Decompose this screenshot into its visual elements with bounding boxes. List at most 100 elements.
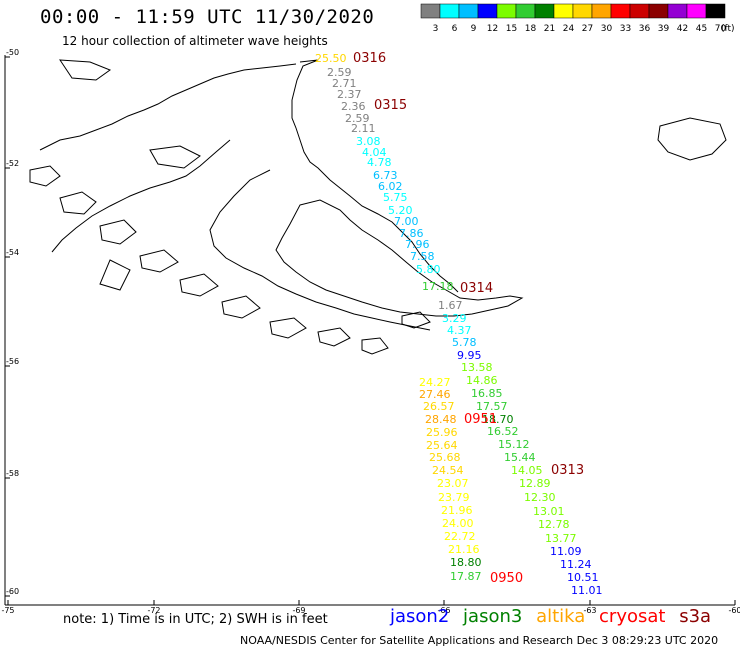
map-subtitle: 12 hour collection of altimeter wave hei…	[62, 34, 328, 48]
wave-height-label: 24.00	[442, 517, 474, 530]
wave-height-label: 11.09	[550, 545, 582, 558]
legend-swatch	[458, 3, 479, 19]
legend-swatch	[515, 3, 536, 19]
legend-tick-label: 70	[715, 24, 727, 34]
lat-tick-label: -52	[6, 159, 19, 168]
legend-tick-label: 9	[471, 24, 477, 34]
wave-height-label: 23.79	[438, 491, 470, 504]
wave-height-label: 27.46	[419, 388, 451, 401]
legend-tick-label: 45	[696, 24, 707, 34]
pass-time-label: 0313	[551, 463, 584, 478]
wave-height-label: 2.59	[345, 112, 370, 125]
legend-swatch	[667, 3, 688, 19]
wave-height-label: 15.44	[504, 451, 536, 464]
satellite-altika: altika	[536, 606, 586, 627]
pass-time-label: 0951	[464, 412, 497, 427]
wave-height-label: 11.24	[560, 558, 592, 571]
wave-height-label: 7.58	[410, 250, 435, 263]
legend-swatch	[553, 3, 574, 19]
wave-height-label: 22.72	[444, 530, 476, 543]
pass-time-label: 0316	[353, 51, 386, 66]
wave-height-label: 4.37	[447, 324, 472, 337]
legend-swatch	[439, 3, 460, 19]
legend-colorbar: 3 6 9 12 15 18 21 24 27 30 33 36 39 42 45 70(ft)	[420, 3, 735, 34]
wave-height-label: 25.68	[429, 451, 461, 464]
footnote: note: 1) Time is in UTC; 2) SWH is in fe…	[63, 612, 328, 627]
wave-height-label: 16.52	[487, 425, 519, 438]
map-frame	[4, 55, 735, 606]
wave-height-label: 17.57	[476, 400, 508, 413]
legend-tick-label: 18	[525, 24, 537, 34]
wave-height-label: 12.89	[519, 477, 551, 490]
map-title: 00:00 - 11:59 UTC 11/30/2020	[40, 6, 375, 28]
wave-height-label: 25.50	[315, 52, 347, 65]
wave-height-label: 2.11	[351, 122, 376, 135]
wave-height-label: 13.01	[533, 505, 565, 518]
wave-height-label: 2.59	[327, 66, 352, 79]
legend-tick-label: 3	[433, 24, 439, 34]
legend-swatch	[686, 3, 707, 19]
legend-tick-label: 21	[544, 24, 555, 34]
legend-tick-label: 24	[563, 24, 575, 34]
wave-height-label: 7.96	[405, 238, 430, 251]
wave-height-label: 13.77	[545, 532, 577, 545]
satellite-legend: jason2 jason3 altika cryosat s3a	[390, 606, 719, 627]
pass-time-label: 0315	[374, 98, 407, 113]
legend-swatch	[629, 3, 650, 19]
wave-height-label: 23.07	[437, 477, 469, 490]
legend-tick-label: 33	[620, 24, 631, 34]
wave-height-label: 17.18	[422, 280, 454, 293]
legend-swatch	[648, 3, 669, 19]
legend-tick-label: 39	[658, 24, 670, 34]
wave-height-label: 5.75	[383, 191, 408, 204]
wave-height-label: 26.57	[423, 400, 455, 413]
wave-height-label: 5.78	[452, 336, 477, 349]
wave-height-label: 25.64	[426, 439, 458, 452]
legend-tick-label: 6	[452, 24, 458, 34]
legend-tick-label: 30	[601, 24, 613, 34]
wave-height-label: 14.05	[511, 464, 543, 477]
lat-tick-label: -54	[6, 248, 19, 257]
wave-height-label: 18.70	[482, 413, 514, 426]
track-layer: 25.502.592.712.372.362.592.113.084.044.7…	[315, 51, 603, 597]
wave-height-label: 6.02	[378, 180, 403, 193]
legend-swatch	[591, 3, 612, 19]
lat-tick-label: -60	[6, 587, 19, 596]
wave-height-label: 21.16	[448, 543, 480, 556]
pass-time-label: 0314	[460, 281, 493, 296]
legend-tick-label: 36	[639, 24, 651, 34]
wave-height-label: 7.00	[394, 215, 419, 228]
wave-height-label: 21.96	[441, 504, 473, 517]
wave-height-label: 25.96	[426, 426, 458, 439]
wave-height-label: 10.51	[567, 571, 599, 584]
wave-height-label: 2.71	[332, 77, 357, 90]
wave-height-label: 2.36	[341, 100, 366, 113]
wave-height-label: 5.80	[416, 263, 441, 276]
wave-height-label: 24.54	[432, 464, 464, 477]
legend-swatch	[496, 3, 517, 19]
lat-tick-label: -56	[6, 357, 19, 366]
wave-height-label: 2.37	[337, 88, 362, 101]
wave-height-label: 1.67	[438, 299, 463, 312]
legend-swatch	[420, 3, 441, 19]
legend-swatch	[610, 3, 631, 19]
legend-swatch	[572, 3, 593, 19]
wave-height-label: 28.48	[425, 413, 457, 426]
lon-tick-label: -75	[1, 606, 14, 615]
wave-height-label: 12.78	[538, 518, 570, 531]
wave-height-label: 14.86	[466, 374, 498, 387]
legend-swatch	[705, 3, 726, 19]
credit-line: NOAA/NESDIS Center for Satellite Applica…	[240, 634, 719, 647]
legend-tick-label: 42	[677, 24, 688, 34]
wave-height-label: 3.08	[356, 135, 381, 148]
legend-tick-label: 27	[582, 24, 593, 34]
wave-height-label: 6.73	[373, 169, 398, 182]
legend-tick-label: 15	[506, 24, 517, 34]
wave-height-label: 9.95	[457, 349, 482, 362]
wave-height-label: 3.29	[442, 312, 467, 325]
axis-layer: -50 -52 -54 -56 -58 -60 -75 -72 -69 -66 -63 -60	[1, 48, 740, 615]
wave-height-label: 12.30	[524, 491, 556, 504]
wave-height-label: 4.04	[362, 146, 387, 159]
lon-tick-label: -63	[583, 606, 596, 615]
